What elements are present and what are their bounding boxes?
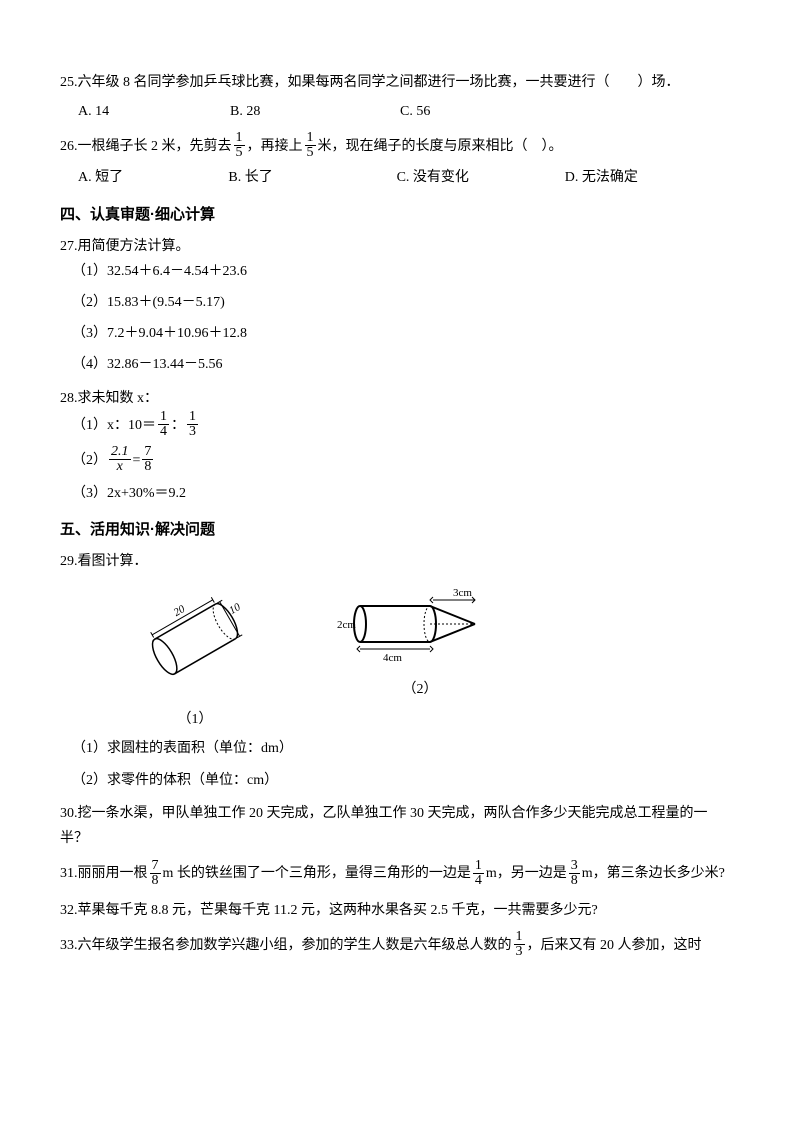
q25-opt-b: B. 28 (230, 99, 400, 124)
q31-p2: m 长的铁丝围了一个三角形，量得三角形的一边是 (163, 859, 471, 890)
question-33: 33.六年级学生报名参加数学兴趣小组，参加的学生人数是六年级总人数的 1 3 ，… (60, 931, 733, 960)
section-5-title: 五、活用知识·解决问题 (60, 516, 733, 543)
q27-title: 27.用简便方法计算。 (60, 234, 733, 259)
q33-f1: 1 3 (514, 930, 525, 959)
q27-s4: （4）32.86－13.44－5.56 (60, 352, 733, 377)
q29-figures: 20 10 （1） 2cm (70, 584, 733, 732)
q27-s2: （2）15.83＋(9.54－5.17) (60, 290, 733, 315)
q28-s1: （1）x：10＝ 1 4 ： 1 3 (60, 411, 733, 440)
q31-f3: 3 8 (569, 859, 580, 888)
q31-p4: m，第三条边长多少米? (582, 859, 725, 890)
q28-s2-right: 7 8 (142, 445, 153, 474)
q33-p1: 33.六年级学生报名参加数学兴趣小组，参加的学生人数是六年级总人数的 (60, 933, 512, 958)
svg-text:3cm: 3cm (453, 587, 472, 599)
question-28: 28.求未知数 x： （1）x：10＝ 1 4 ： 1 3 （2） 2.1 x … (60, 386, 733, 506)
q31-f2: 1 4 (473, 859, 484, 888)
q28-s1-f2: 1 3 (187, 410, 198, 439)
q26-frac2: 1 5 (305, 131, 316, 160)
q31-p1: 31.丽丽用一根 (60, 859, 148, 890)
question-26: 26.一根绳子长 2 米，先剪去 1 5 ，再接上 1 5 米，现在绳子的长度与… (60, 132, 733, 190)
q27-s1: （1）32.54＋6.4－4.54＋23.6 (60, 259, 733, 284)
q25-options: A. 14 B. 28 C. 56 (60, 99, 733, 124)
svg-text:10: 10 (227, 601, 243, 617)
q28-s1-prefix: （1）x：10＝ (72, 413, 156, 438)
q28-s2-left: 2.1 x (109, 445, 131, 474)
q29-fig1-label: （1） (70, 707, 320, 732)
q28-s3: （3）2x+30%＝9.2 (60, 481, 733, 506)
q29-title: 29.看图计算． (60, 549, 733, 574)
q29-fig2-label: （2） (320, 677, 520, 702)
q28-s1-mid: ： (171, 413, 185, 438)
question-25: 25.六年级 8 名同学参加乒乓球比赛，如果每两名同学之间都进行一场比赛，一共要… (60, 70, 733, 124)
q29-fig1: 20 10 （1） (70, 584, 320, 732)
q29-s1: （1）求圆柱的表面积（单位：dm） (60, 736, 733, 761)
q31-p3: m，另一边是 (486, 859, 567, 890)
question-31: 31.丽丽用一根 7 8 m 长的铁丝围了一个三角形，量得三角形的一边是 1 4… (60, 859, 733, 890)
section-4-title: 四、认真审题·细心计算 (60, 201, 733, 228)
q25-opt-a: A. 14 (60, 99, 230, 124)
q25-text: 25.六年级 8 名同学参加乒乓球比赛，如果每两名同学之间都进行一场比赛，一共要… (60, 70, 733, 95)
q26-opt-a: A. 短了 (60, 165, 228, 190)
q31-f1: 7 8 (150, 859, 161, 888)
question-29: 29.看图计算． 20 10 (60, 549, 733, 793)
q26-options: A. 短了 B. 长了 C. 没有变化 D. 无法确定 (60, 165, 733, 190)
q28-s2-eq: = (133, 448, 141, 473)
q26-opt-b: B. 长了 (228, 165, 396, 190)
q26-mid: ，再接上 (247, 134, 303, 159)
cylinder-icon: 20 10 (120, 584, 270, 694)
q26-frac1: 1 5 (234, 131, 245, 160)
q26-text: 26.一根绳子长 2 米，先剪去 1 5 ，再接上 1 5 米，现在绳子的长度与… (60, 132, 733, 161)
q28-s1-f1: 1 4 (158, 410, 169, 439)
q27-s3: （3）7.2＋9.04＋10.96＋12.8 (60, 321, 733, 346)
q26-opt-d: D. 无法确定 (565, 165, 733, 190)
q29-fig2: 2cm 4cm 3cm （2） (320, 584, 520, 702)
q28-title: 28.求未知数 x： (60, 386, 733, 411)
q25-opt-c: C. 56 (400, 99, 570, 124)
q28-s2-prefix: （2） (72, 448, 107, 473)
q33-p2: ，后来又有 20 人参加，这时 (527, 933, 702, 958)
q26-suffix: 米，现在绳子的长度与原来相比（ ）。 (318, 134, 563, 159)
svg-text:2cm: 2cm (337, 619, 356, 631)
q28-s2: （2） 2.1 x = 7 8 (60, 446, 733, 475)
svg-text:20: 20 (172, 603, 188, 619)
question-30: 30.挖一条水渠，甲队单独工作 20 天完成，乙队单独工作 30 天完成，两队合… (60, 801, 733, 851)
question-27: 27.用简便方法计算。 （1）32.54＋6.4－4.54＋23.6 （2）15… (60, 234, 733, 378)
q26-opt-c: C. 没有变化 (397, 165, 565, 190)
cylinder-cone-icon: 2cm 4cm 3cm (335, 584, 505, 664)
q26-prefix: 26.一根绳子长 2 米，先剪去 (60, 134, 232, 159)
q29-s2: （2）求零件的体积（单位：cm） (60, 768, 733, 793)
svg-text:4cm: 4cm (383, 652, 402, 664)
question-32: 32.苹果每千克 8.8 元，芒果每千克 11.2 元，这两种水果各买 2.5 … (60, 898, 733, 923)
